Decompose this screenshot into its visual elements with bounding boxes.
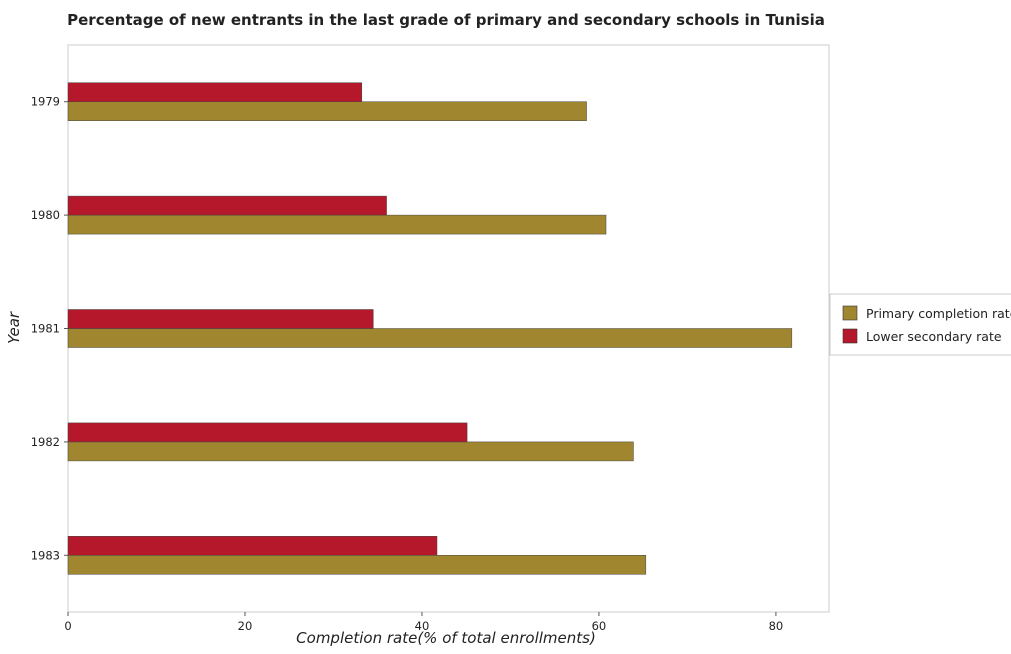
x-tick-label-80: 80 xyxy=(769,619,784,633)
bars-group xyxy=(67,82,793,575)
bar-lower-secondary-1983 xyxy=(67,536,438,556)
bar-primary-1982 xyxy=(67,441,634,462)
y-axis-label: Year xyxy=(5,311,23,344)
x-tick-label-40: 40 xyxy=(415,619,430,633)
legend-box xyxy=(829,293,1011,356)
y-tick-label-1983: 1983 xyxy=(31,548,60,562)
bar-lower-secondary-1980 xyxy=(67,195,387,216)
legend: Primary completion rate Lower secondary … xyxy=(829,293,1011,356)
y-axis: 1979 1980 1981 1982 1983 xyxy=(31,95,68,562)
x-tick-label-20: 20 xyxy=(238,619,253,633)
chart-title: Percentage of new entrants in the last g… xyxy=(67,11,825,29)
bar-primary-1983 xyxy=(67,555,647,575)
legend-swatch-lower-secondary xyxy=(842,328,858,344)
legend-label-lower-secondary: Lower secondary rate xyxy=(866,329,1002,344)
legend-label-primary: Primary completion rate xyxy=(866,306,1011,321)
x-tick-label-0: 0 xyxy=(64,619,71,633)
y-tick-label-1980: 1980 xyxy=(31,208,60,222)
y-tick-label-1979: 1979 xyxy=(31,95,60,109)
x-tick-label-60: 60 xyxy=(592,619,607,633)
y-tick-label-1982: 1982 xyxy=(31,435,60,449)
bar-lower-secondary-1979 xyxy=(67,82,363,102)
y-tick-label-1981: 1981 xyxy=(31,322,60,336)
bar-primary-1980 xyxy=(67,214,607,235)
bar-primary-1979 xyxy=(67,101,587,121)
x-axis-label: Completion rate(% of total enrollments) xyxy=(296,629,596,647)
bar-lower-secondary-1982 xyxy=(67,422,468,443)
legend-swatch-primary xyxy=(842,305,858,321)
x-axis: 0 20 40 60 80 xyxy=(64,612,783,633)
bar-primary-1981 xyxy=(67,328,793,348)
bar-lower-secondary-1981 xyxy=(67,309,374,329)
